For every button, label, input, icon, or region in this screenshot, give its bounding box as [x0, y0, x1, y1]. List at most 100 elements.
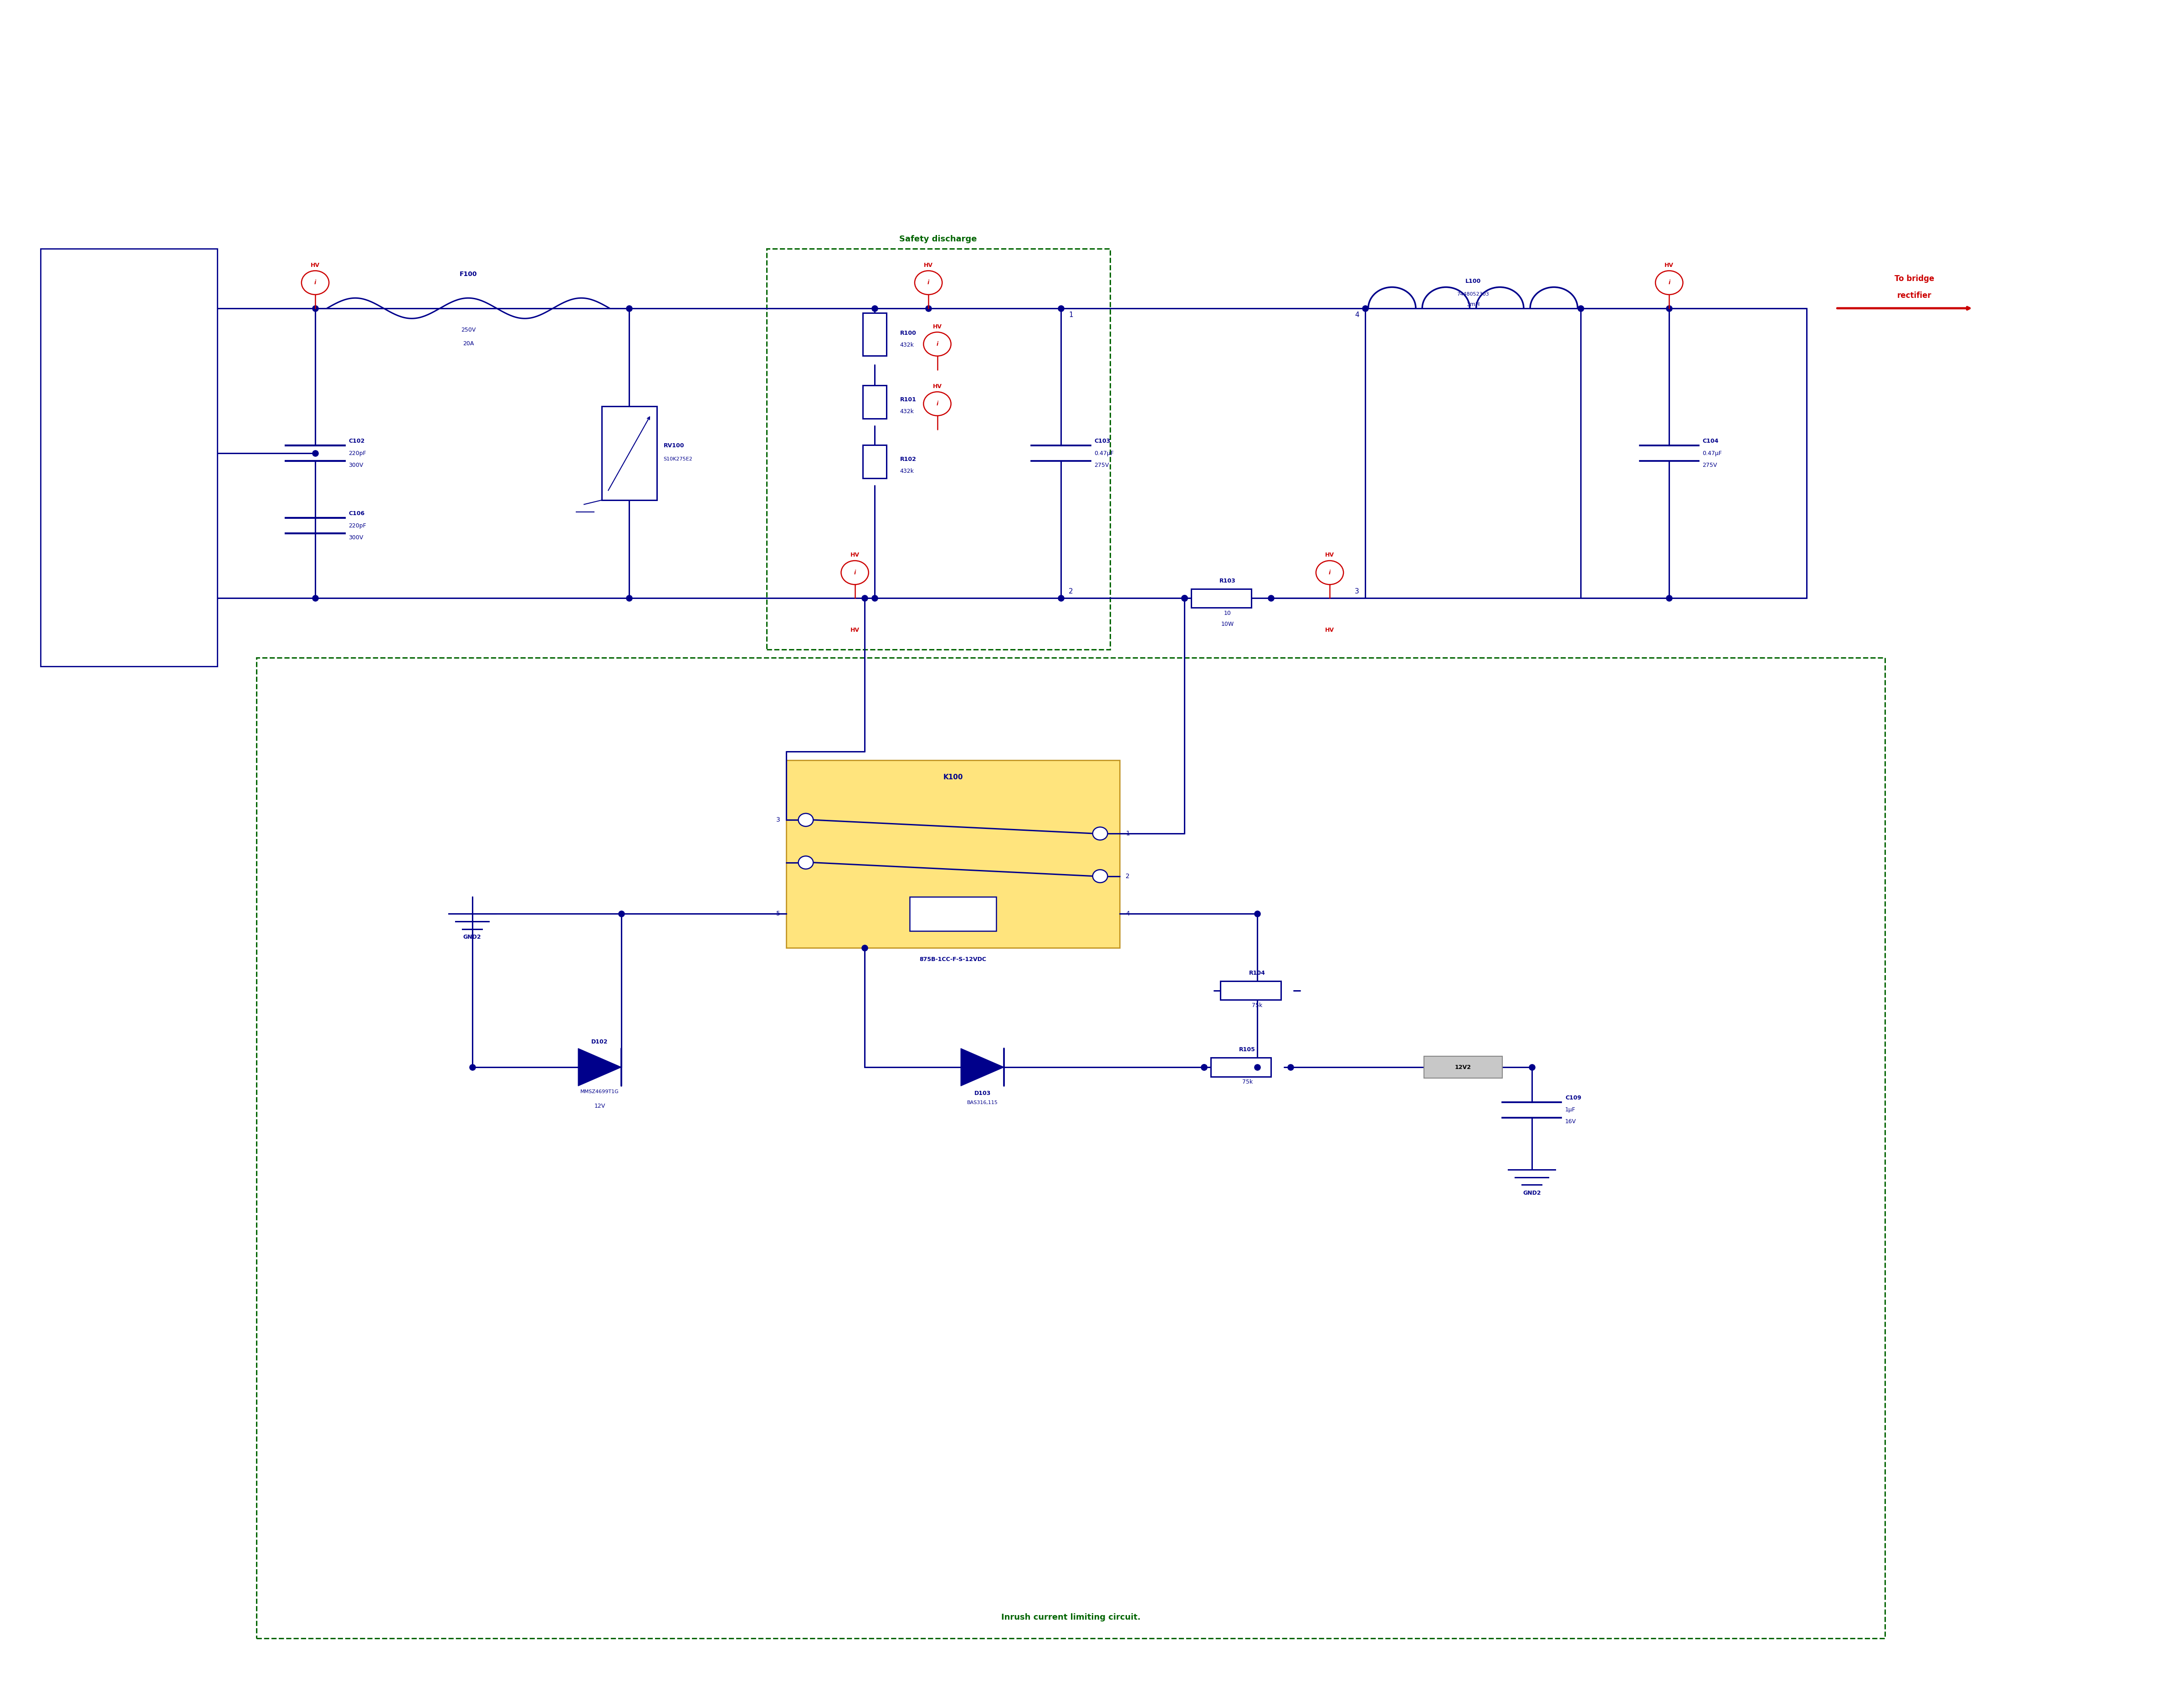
- Point: [612, 584, 646, 611]
- Text: 220pF: 220pF: [348, 523, 365, 529]
- Point: [605, 900, 640, 927]
- Text: GND2: GND2: [1524, 1190, 1541, 1196]
- Text: 7448052303: 7448052303: [1457, 292, 1489, 295]
- Point: [456, 1054, 491, 1081]
- Text: 4: 4: [1126, 910, 1130, 917]
- Text: 3mH: 3mH: [1467, 302, 1480, 307]
- Text: C104: C104: [1703, 439, 1718, 444]
- Text: HV: HV: [849, 627, 860, 634]
- Text: 75k: 75k: [1243, 1079, 1253, 1085]
- Bar: [787, 760, 1119, 948]
- Text: HV: HV: [934, 383, 942, 389]
- Text: HV: HV: [1664, 263, 1675, 268]
- Point: [1167, 584, 1202, 611]
- Circle shape: [1093, 827, 1109, 840]
- Text: 220pF: 220pF: [348, 451, 365, 456]
- Point: [858, 294, 892, 321]
- Point: [1651, 294, 1686, 321]
- Point: [612, 294, 646, 321]
- Circle shape: [1093, 869, 1109, 883]
- Polygon shape: [579, 1049, 622, 1086]
- Bar: [862, 444, 886, 478]
- Circle shape: [797, 856, 813, 869]
- Bar: [257, 658, 1884, 1638]
- Text: Inrush current limiting circuit.: Inrush current limiting circuit.: [1001, 1614, 1141, 1621]
- Text: ←  N: ← N: [52, 603, 69, 610]
- Point: [1240, 1054, 1275, 1081]
- Text: ←  L: ← L: [52, 295, 67, 302]
- Point: [1044, 294, 1078, 321]
- Text: HV: HV: [311, 263, 320, 268]
- Text: GND2: GND2: [462, 934, 482, 939]
- Text: C106: C106: [348, 511, 365, 518]
- Text: 2: 2: [1126, 873, 1130, 880]
- Text: F100: F100: [460, 272, 478, 278]
- Text: D103: D103: [975, 1090, 990, 1097]
- Text: To bridge: To bridge: [1895, 275, 1934, 282]
- Text: 432k: 432k: [899, 342, 914, 348]
- Point: [1253, 584, 1288, 611]
- Point: [1167, 584, 1202, 611]
- Text: HV: HV: [1325, 552, 1333, 559]
- Text: 275V: 275V: [1093, 463, 1109, 468]
- Text: RV100: RV100: [663, 442, 685, 449]
- Text: HV: HV: [1325, 627, 1333, 634]
- Text: 432k: 432k: [899, 408, 914, 415]
- Text: 275V: 275V: [1703, 463, 1718, 468]
- Text: HV: HV: [849, 552, 860, 559]
- Text: 250V: 250V: [460, 326, 475, 333]
- Text: 10W: 10W: [1221, 622, 1234, 627]
- Point: [912, 294, 947, 321]
- Text: L100: L100: [1465, 278, 1480, 284]
- Point: [1186, 1054, 1221, 1081]
- Circle shape: [797, 813, 813, 827]
- Text: MMSZ4699T1G: MMSZ4699T1G: [581, 1090, 618, 1093]
- Point: [858, 584, 892, 611]
- Text: 300V: 300V: [348, 463, 363, 468]
- Point: [1348, 294, 1383, 321]
- Point: [1167, 584, 1202, 611]
- Polygon shape: [962, 1049, 1005, 1086]
- Text: 16V: 16V: [1565, 1119, 1575, 1126]
- Text: BAS316,115: BAS316,115: [966, 1100, 998, 1105]
- Text: D102: D102: [592, 1038, 607, 1045]
- Bar: [862, 313, 886, 355]
- Point: [298, 294, 333, 321]
- Text: K100: K100: [942, 774, 964, 781]
- Text: 3: 3: [776, 816, 780, 823]
- Text: 75k: 75k: [1251, 1003, 1262, 1008]
- Text: Safety discharge: Safety discharge: [899, 236, 977, 244]
- Text: C103: C103: [1093, 439, 1111, 444]
- Text: rectifier: rectifier: [1897, 292, 1932, 299]
- Text: S10K275E2: S10K275E2: [663, 458, 692, 461]
- Point: [847, 584, 882, 611]
- Text: R104: R104: [1249, 970, 1266, 975]
- Text: R101: R101: [899, 396, 916, 403]
- Point: [1565, 294, 1599, 321]
- Text: ←  G: ← G: [52, 449, 69, 456]
- Text: R105: R105: [1238, 1047, 1256, 1052]
- Bar: [910, 897, 996, 931]
- Text: 0.47µF: 0.47µF: [1093, 451, 1113, 456]
- Text: 875B-1CC-F-S-12VDC: 875B-1CC-F-S-12VDC: [918, 956, 985, 962]
- Text: 1: 1: [1126, 830, 1130, 837]
- Text: C109: C109: [1565, 1095, 1582, 1102]
- Text: J100: J100: [121, 651, 136, 658]
- Text: 12V: 12V: [594, 1103, 605, 1108]
- Text: 432k: 432k: [899, 468, 914, 475]
- Text: 10: 10: [1223, 610, 1232, 617]
- Text: 4: 4: [1355, 311, 1359, 318]
- Bar: [1221, 980, 1281, 999]
- Text: 300V: 300V: [348, 535, 363, 541]
- Text: HV: HV: [925, 263, 934, 268]
- Point: [1515, 1054, 1549, 1081]
- Point: [298, 439, 333, 466]
- Text: 1µF: 1µF: [1565, 1107, 1575, 1114]
- Point: [1240, 900, 1275, 927]
- Bar: [41, 249, 216, 666]
- Bar: [1191, 589, 1251, 608]
- Text: 2: 2: [1070, 588, 1074, 594]
- Bar: [1210, 1057, 1271, 1076]
- Text: 1: 1: [1070, 311, 1074, 318]
- Text: R103: R103: [1219, 577, 1236, 584]
